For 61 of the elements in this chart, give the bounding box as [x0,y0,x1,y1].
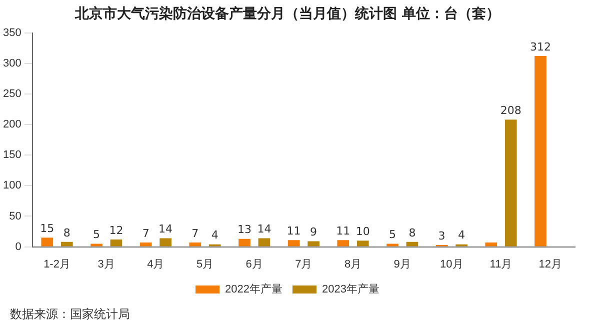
bar [386,244,398,246]
bar [504,120,517,246]
data-label: 9 [310,226,318,239]
data-label: 5 [92,228,100,242]
y-tick-label: 0 [15,240,22,253]
y-tick-label: 350 [2,26,22,39]
data-label: 4 [458,228,466,242]
bar [308,241,320,246]
bar [60,242,73,246]
x-tick-label: 3月 [98,258,115,270]
data-label: 14 [257,222,272,236]
legend-label: 2023年产量 [322,282,380,296]
x-tick-label: 12月 [538,258,562,270]
data-label: 8 [63,226,70,240]
bar [189,242,202,246]
y-tick-label: 200 [2,118,22,131]
y-tick-label: 300 [2,57,22,70]
data-label: 10 [356,225,370,238]
bar [337,240,350,246]
data-label: 312 [530,40,551,54]
data-label: 4 [211,228,218,242]
y-tick-label: 50 [9,210,22,222]
x-tick-label: 4月 [147,258,164,270]
x-tick-label: 6月 [246,258,263,270]
bar [356,240,369,246]
bar [485,242,498,246]
x-tick-label: 8月 [344,258,362,270]
data-label: 7 [142,226,150,240]
x-tick-label: 10月 [440,258,464,270]
x-tick-label: 1-2月 [44,258,70,270]
bar [90,244,102,246]
data-label: 14 [158,222,173,236]
bar [288,240,300,246]
data-label: 11 [336,224,350,238]
bar [160,238,172,246]
bar [41,238,54,246]
data-label: 12 [109,224,124,237]
bar [534,56,546,246]
data-label: 15 [40,222,54,235]
bar [406,242,418,246]
x-tick-label: 9月 [394,258,411,270]
data-label: 7 [192,226,199,240]
chart-title: 北京市大气污染防治设备产量分月（当月值）统计图 单位：台（套） [74,5,500,22]
x-tick-label: 5月 [196,258,214,270]
data-label: 8 [408,226,416,240]
y-tick-label: 100 [2,180,22,192]
bar [140,242,152,246]
bar [238,238,250,246]
bar [258,238,270,246]
x-tick-label: 7月 [295,258,312,270]
data-label: 208 [500,104,522,117]
legend-label: 2022年产量 [225,282,283,296]
y-tick-label: 250 [2,88,22,100]
data-label: 5 [388,228,396,242]
data-label: 13 [237,223,252,236]
x-tick-label: 11月 [490,258,512,270]
data-label: 3 [438,229,446,242]
source-note: 数据来源：国家统计局 [10,306,130,323]
bar [110,239,122,246]
data-label: 11 [286,224,301,238]
y-tick-label: 150 [2,149,22,162]
